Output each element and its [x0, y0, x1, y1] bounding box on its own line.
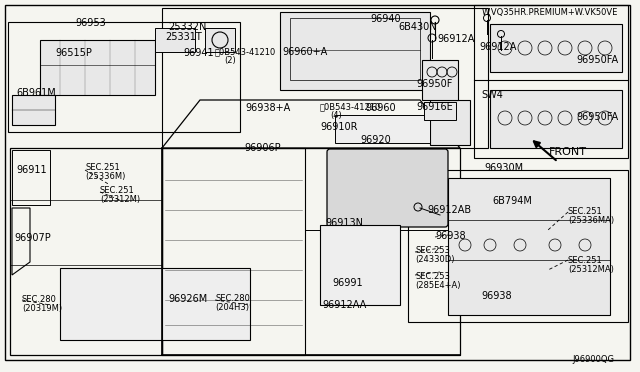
Bar — [490, 90, 622, 148]
Bar — [290, 18, 420, 80]
Text: (25336M): (25336M) — [85, 172, 125, 181]
Text: 0B543-41210: 0B543-41210 — [320, 102, 381, 111]
Text: (25312MA): (25312MA) — [568, 265, 614, 274]
Text: 96940: 96940 — [370, 14, 401, 24]
Bar — [155, 28, 195, 52]
Text: 96938: 96938 — [435, 231, 466, 241]
Text: (204H3): (204H3) — [215, 303, 249, 312]
Text: SEC.251: SEC.251 — [100, 186, 135, 195]
Bar — [40, 40, 155, 95]
Text: 96950F: 96950F — [416, 79, 452, 89]
Text: 96911: 96911 — [16, 165, 47, 175]
Bar — [320, 225, 400, 305]
Text: 96912AB: 96912AB — [427, 205, 471, 215]
Text: (20319M): (20319M) — [22, 304, 62, 313]
Text: 96926M: 96926M — [168, 294, 207, 304]
Bar — [430, 100, 470, 145]
Text: 96960: 96960 — [365, 103, 396, 113]
Text: 96938+A: 96938+A — [245, 103, 291, 113]
Text: 96920: 96920 — [360, 135, 391, 145]
Bar — [490, 24, 622, 72]
Text: 96930M: 96930M — [484, 163, 523, 173]
Text: SEC.280: SEC.280 — [215, 294, 250, 303]
Text: (25336MA): (25336MA) — [568, 216, 614, 225]
Text: 96950FA: 96950FA — [576, 112, 618, 122]
Text: 96912AA: 96912AA — [322, 300, 366, 310]
Text: 96938: 96938 — [481, 291, 511, 301]
Bar — [12, 95, 55, 125]
Text: (25312M): (25312M) — [100, 195, 140, 204]
Text: 96941: 96941 — [183, 48, 214, 58]
Text: 25331T: 25331T — [165, 32, 202, 42]
Text: 25332N: 25332N — [168, 22, 206, 32]
Text: J96900QG: J96900QG — [572, 355, 614, 364]
Text: 96916E: 96916E — [416, 102, 452, 112]
Text: 96950FA: 96950FA — [576, 55, 618, 65]
Text: 96912A: 96912A — [479, 42, 516, 52]
FancyBboxPatch shape — [327, 149, 448, 227]
Bar — [205, 28, 235, 52]
Text: SEC.253: SEC.253 — [415, 246, 450, 255]
Bar — [408, 170, 628, 322]
Bar — [422, 60, 458, 100]
Bar — [162, 8, 488, 148]
Text: 6B794M: 6B794M — [492, 196, 532, 206]
Text: 96991: 96991 — [332, 278, 363, 288]
Text: SEC.280: SEC.280 — [22, 295, 57, 304]
Bar — [8, 22, 240, 132]
Text: 96910R: 96910R — [320, 122, 358, 132]
Bar — [280, 12, 430, 90]
Text: 96912A: 96912A — [437, 34, 474, 44]
Text: 96906P: 96906P — [244, 143, 280, 153]
Text: 96515P: 96515P — [55, 48, 92, 58]
Text: SEC.251: SEC.251 — [85, 163, 120, 172]
Bar — [335, 115, 430, 143]
Text: W.VQ35HR.PREMIUM+W.VK50VE: W.VQ35HR.PREMIUM+W.VK50VE — [482, 8, 618, 17]
Bar — [60, 268, 250, 340]
Text: (285E4+A): (285E4+A) — [415, 281, 461, 290]
Text: 96953: 96953 — [75, 18, 106, 28]
Bar — [474, 5, 628, 158]
Text: (4): (4) — [330, 111, 342, 120]
Text: 96960+A: 96960+A — [282, 47, 327, 57]
Text: 6B430N: 6B430N — [398, 22, 436, 32]
Text: SW4: SW4 — [481, 90, 503, 100]
Bar — [424, 102, 456, 120]
Bar — [448, 178, 610, 315]
Text: 96907P: 96907P — [14, 233, 51, 243]
Text: SEC.253: SEC.253 — [415, 272, 450, 281]
Text: SEC.251: SEC.251 — [568, 256, 603, 265]
Text: FRONT: FRONT — [549, 147, 587, 157]
Text: (2): (2) — [224, 56, 236, 65]
Text: 0B543-41210: 0B543-41210 — [215, 47, 276, 56]
Text: SEC.251: SEC.251 — [568, 207, 603, 216]
Text: (24330D): (24330D) — [415, 255, 454, 264]
Text: 6B961M: 6B961M — [16, 88, 56, 98]
Text: 96913N: 96913N — [325, 218, 363, 228]
